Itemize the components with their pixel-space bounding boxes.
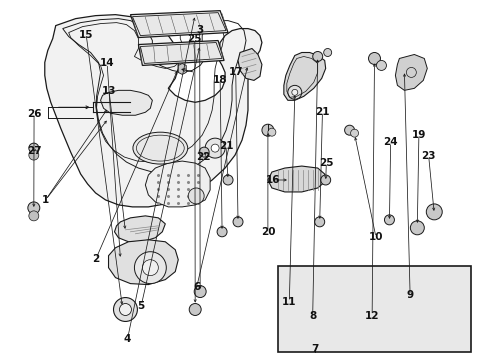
Circle shape: [314, 217, 324, 227]
Polygon shape: [101, 90, 152, 115]
Circle shape: [142, 260, 158, 276]
Text: 19: 19: [411, 130, 425, 140]
Text: 9: 9: [406, 291, 413, 301]
Text: 25: 25: [319, 158, 333, 168]
Text: 21: 21: [315, 107, 329, 117]
Text: 5: 5: [137, 301, 144, 311]
Polygon shape: [395, 54, 427, 90]
Text: 27: 27: [27, 145, 41, 156]
Text: 11: 11: [282, 297, 296, 307]
Polygon shape: [283, 53, 325, 100]
Circle shape: [350, 129, 358, 137]
Circle shape: [211, 144, 219, 152]
Text: 17: 17: [228, 67, 243, 77]
Circle shape: [113, 298, 137, 321]
Ellipse shape: [133, 132, 187, 164]
Text: 8: 8: [308, 311, 316, 320]
Circle shape: [29, 143, 39, 153]
Polygon shape: [267, 166, 324, 192]
Text: 21: 21: [218, 141, 233, 151]
Text: 7: 7: [311, 343, 318, 354]
Circle shape: [287, 85, 301, 99]
Circle shape: [312, 51, 322, 62]
Text: 20: 20: [260, 227, 275, 237]
Polygon shape: [238, 49, 262, 80]
Circle shape: [29, 150, 39, 160]
Polygon shape: [45, 15, 262, 207]
Circle shape: [291, 89, 297, 95]
Circle shape: [29, 211, 39, 221]
Circle shape: [344, 125, 354, 135]
Text: 2: 2: [92, 254, 100, 264]
Circle shape: [217, 227, 226, 237]
Circle shape: [28, 202, 40, 214]
Circle shape: [426, 204, 441, 220]
Text: 18: 18: [212, 75, 227, 85]
Circle shape: [323, 49, 331, 57]
Circle shape: [262, 124, 273, 136]
Circle shape: [194, 285, 206, 298]
Text: 22: 22: [196, 152, 210, 162]
Bar: [277, 266, 470, 352]
Text: 1: 1: [42, 195, 49, 205]
Circle shape: [320, 175, 330, 185]
Circle shape: [188, 188, 203, 204]
Text: 16: 16: [265, 175, 280, 185]
Polygon shape: [130, 11, 227, 37]
Text: 24: 24: [383, 138, 397, 147]
Circle shape: [205, 138, 224, 158]
Text: 3: 3: [196, 25, 203, 35]
Text: 14: 14: [100, 58, 114, 68]
Polygon shape: [108, 240, 178, 285]
Text: 10: 10: [368, 232, 383, 242]
Text: 15: 15: [79, 30, 93, 40]
Circle shape: [384, 215, 394, 225]
Circle shape: [376, 60, 386, 71]
Polygon shape: [114, 216, 165, 242]
Text: 25: 25: [187, 35, 202, 44]
Circle shape: [409, 221, 424, 235]
Polygon shape: [138, 41, 224, 66]
Circle shape: [267, 128, 275, 136]
Circle shape: [199, 147, 209, 157]
Polygon shape: [178, 63, 186, 75]
Polygon shape: [145, 161, 210, 207]
Text: 23: 23: [421, 150, 435, 161]
Text: 13: 13: [102, 86, 116, 96]
Text: 26: 26: [27, 109, 41, 119]
Circle shape: [119, 303, 131, 315]
Circle shape: [233, 217, 243, 227]
Circle shape: [368, 53, 380, 64]
Circle shape: [189, 303, 201, 315]
Text: 12: 12: [364, 311, 379, 320]
Circle shape: [223, 175, 233, 185]
Text: 6: 6: [193, 282, 200, 292]
Text: 4: 4: [123, 333, 131, 343]
Circle shape: [134, 252, 166, 284]
